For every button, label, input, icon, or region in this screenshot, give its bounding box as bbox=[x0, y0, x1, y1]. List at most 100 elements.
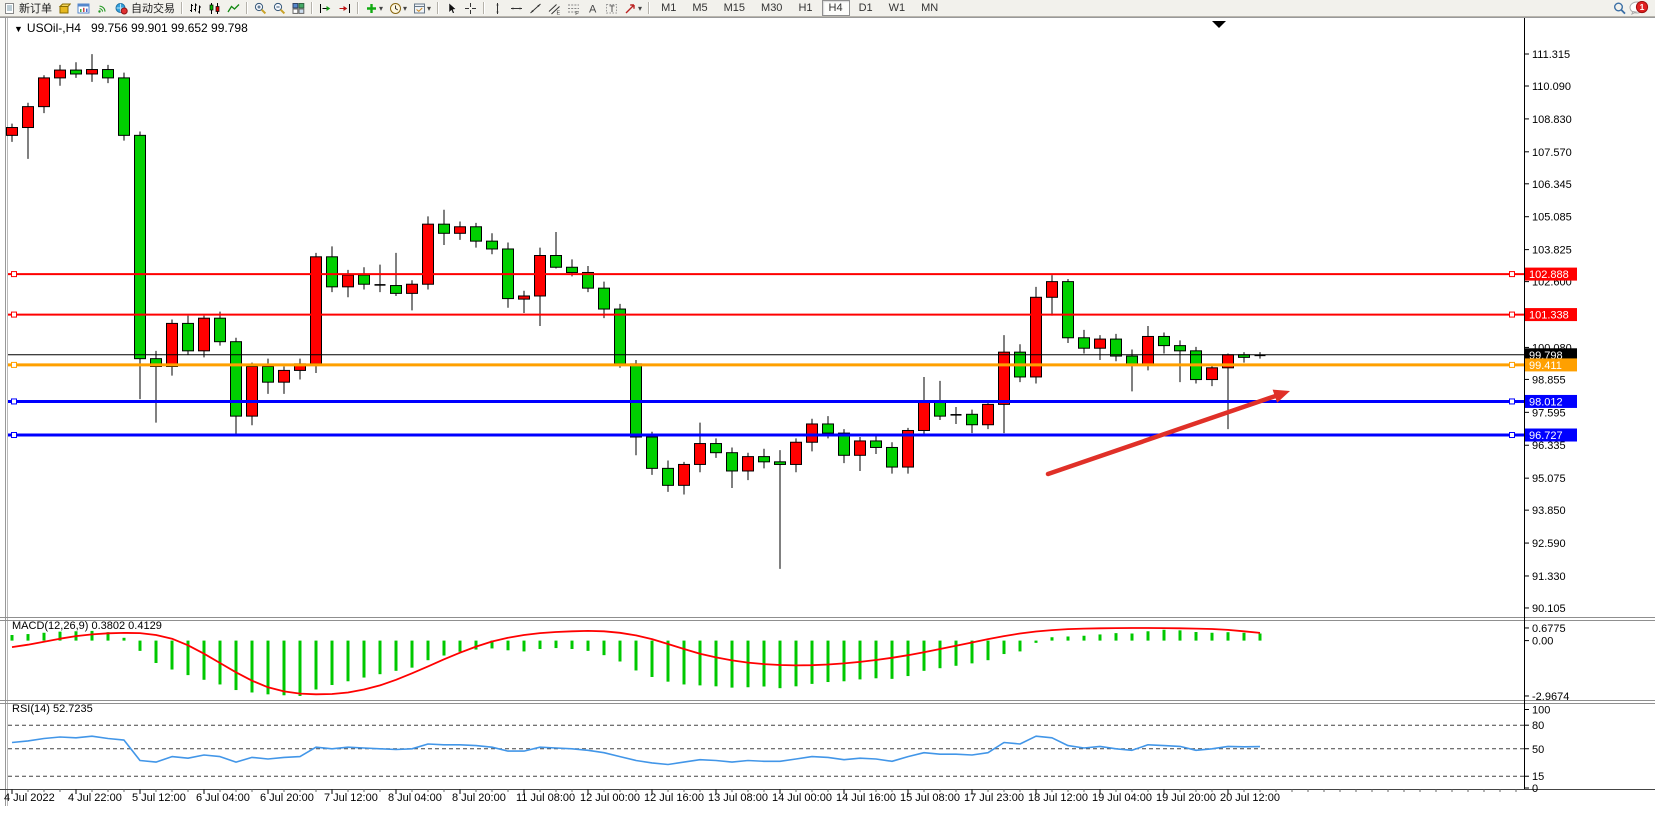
line-handle[interactable] bbox=[11, 311, 17, 318]
crosshair-button[interactable] bbox=[462, 1, 479, 16]
indicators-add-button[interactable]: ▾ bbox=[363, 1, 385, 16]
toolbar: 新订单 自动交易 ▾ ▾ ▾ E F A T ▾ M1 M5 M15 M30 H1 H4 D1 W1 MN 1 bbox=[0, 0, 1655, 17]
time-label: 17 Jul 23:00 bbox=[964, 792, 1024, 804]
line-handle[interactable] bbox=[1509, 398, 1515, 405]
line-handle[interactable] bbox=[11, 361, 17, 368]
timeframe-h4-button[interactable]: H4 bbox=[821, 0, 850, 16]
svg-text:0: 0 bbox=[1532, 783, 1538, 795]
candle-body bbox=[1062, 281, 1074, 339]
trend-arrow[interactable] bbox=[1045, 389, 1290, 477]
chart-title: ▼ USOil-,H4 99.756 99.901 99.652 99.798 bbox=[14, 21, 248, 35]
time-label: 6 Jul 04:00 bbox=[196, 792, 250, 804]
macd-bar bbox=[890, 640, 894, 679]
templates-button[interactable]: ▾ bbox=[411, 1, 433, 16]
candle-body bbox=[1078, 337, 1090, 349]
candle-body bbox=[86, 69, 98, 75]
auto-trading-button[interactable]: 自动交易 bbox=[113, 1, 177, 16]
dropdown-caret-icon[interactable]: ▾ bbox=[403, 3, 408, 13]
line-handle[interactable] bbox=[1509, 311, 1515, 318]
macd-bar bbox=[186, 640, 190, 676]
globe-icon bbox=[115, 2, 128, 14]
bar-chart-button[interactable] bbox=[187, 1, 204, 16]
line-handle[interactable] bbox=[11, 398, 17, 405]
line-chart-button[interactable] bbox=[225, 1, 242, 16]
line-handle[interactable] bbox=[1509, 361, 1515, 368]
data-window-button[interactable] bbox=[75, 1, 92, 16]
line-handle[interactable] bbox=[1509, 271, 1515, 278]
timeframe-m1-button[interactable]: M1 bbox=[661, 2, 677, 14]
text-label-button[interactable]: T bbox=[603, 1, 620, 16]
timeframe-m5-button[interactable]: M5 bbox=[692, 2, 708, 14]
line-handle[interactable] bbox=[1509, 432, 1515, 439]
macd-bar bbox=[442, 640, 446, 656]
candle-body bbox=[1158, 335, 1170, 347]
dropdown-caret-icon[interactable]: ▾ bbox=[427, 3, 432, 13]
macd-bar bbox=[1034, 640, 1038, 643]
time-label: 12 Jul 16:00 bbox=[644, 792, 704, 804]
zoom-out-button[interactable] bbox=[271, 1, 288, 16]
arrows-button[interactable]: ▾ bbox=[622, 1, 644, 16]
candlestick-chart-button[interactable] bbox=[206, 1, 223, 16]
svg-text:91.330: 91.330 bbox=[1532, 571, 1566, 583]
candle-body bbox=[918, 401, 930, 431]
time-label: 7 Jul 12:00 bbox=[324, 792, 378, 804]
svg-text:F: F bbox=[575, 10, 579, 14]
candle-body bbox=[134, 134, 146, 360]
time-label: 4 Jul 22:00 bbox=[68, 792, 122, 804]
svg-text:106.345: 106.345 bbox=[1532, 179, 1572, 191]
macd-bar bbox=[1178, 630, 1182, 641]
trend-icon bbox=[530, 3, 541, 13]
timeframe-w1-button[interactable]: W1 bbox=[888, 2, 906, 14]
macd-bar bbox=[666, 640, 670, 682]
macd-bar bbox=[474, 640, 478, 650]
candle-body bbox=[310, 256, 322, 365]
macd-bar bbox=[698, 640, 702, 686]
candle-body bbox=[870, 440, 882, 448]
zoom-in-button[interactable] bbox=[252, 1, 269, 16]
line-handle[interactable] bbox=[11, 271, 17, 278]
search-button[interactable] bbox=[1611, 1, 1628, 16]
svg-text:105.085: 105.085 bbox=[1532, 212, 1572, 224]
horizontal-line-button[interactable] bbox=[508, 1, 525, 16]
macd-bar bbox=[330, 640, 334, 686]
text-button[interactable]: A bbox=[584, 1, 601, 16]
tile-windows-button[interactable] bbox=[290, 1, 307, 16]
svg-text:95.075: 95.075 bbox=[1532, 473, 1566, 485]
equidistant-channel-button[interactable]: E bbox=[546, 1, 563, 16]
navigator-button[interactable] bbox=[94, 1, 111, 16]
line-handle[interactable] bbox=[11, 432, 17, 439]
market-watch-button[interactable] bbox=[56, 1, 73, 16]
signal-icon bbox=[98, 5, 106, 13]
candle-body bbox=[70, 69, 82, 75]
notifications-badge[interactable]: 1 bbox=[1629, 1, 1649, 15]
timeframe-m30-button[interactable]: M30 bbox=[761, 2, 783, 14]
timeframe-h1-button[interactable]: H1 bbox=[798, 2, 813, 14]
vertical-line-button[interactable] bbox=[489, 1, 506, 16]
cube-icon bbox=[58, 3, 71, 13]
auto-scroll-button[interactable] bbox=[317, 1, 334, 16]
time-label: 13 Jul 08:00 bbox=[708, 792, 768, 804]
cursor-button[interactable] bbox=[443, 1, 460, 16]
dropdown-caret-icon[interactable]: ▾ bbox=[379, 3, 384, 13]
time-label: 6 Jul 20:00 bbox=[260, 792, 314, 804]
trendline-button[interactable] bbox=[527, 1, 544, 16]
timeframe-d1-button[interactable]: D1 bbox=[858, 2, 873, 14]
candle-body bbox=[278, 369, 290, 383]
candle-body bbox=[470, 226, 482, 242]
macd-bar bbox=[1194, 632, 1198, 641]
svg-text:100: 100 bbox=[1532, 705, 1550, 717]
macd-histogram bbox=[10, 629, 1262, 696]
periods-button[interactable]: ▾ bbox=[387, 1, 409, 16]
new-order-button[interactable]: 新订单 bbox=[1, 1, 54, 16]
dropdown-caret-icon[interactable]: ▾ bbox=[638, 3, 643, 13]
timeframe-mn-button[interactable]: MN bbox=[921, 2, 939, 14]
fibonacci-button[interactable]: F bbox=[565, 1, 582, 16]
chart-shift-button[interactable] bbox=[336, 1, 353, 16]
window-menu-icon[interactable]: ▼ bbox=[14, 24, 23, 34]
candle-body bbox=[598, 287, 610, 310]
candle-body bbox=[774, 461, 786, 465]
toolbar-separator bbox=[483, 2, 486, 14]
scroll-to-end-icon[interactable] bbox=[1212, 21, 1226, 28]
timeframe-m15-button[interactable]: M15 bbox=[723, 2, 746, 14]
